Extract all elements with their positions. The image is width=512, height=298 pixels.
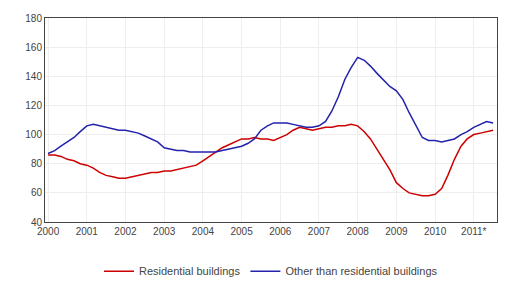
svg-text:2010: 2010 xyxy=(424,226,447,237)
svg-text:2004: 2004 xyxy=(192,226,215,237)
svg-text:40: 40 xyxy=(31,217,43,228)
svg-text:2009: 2009 xyxy=(385,226,408,237)
svg-text:140: 140 xyxy=(25,71,42,82)
svg-text:160: 160 xyxy=(25,42,42,53)
svg-text:2006: 2006 xyxy=(269,226,292,237)
svg-text:2000: 2000 xyxy=(37,226,60,237)
svg-text:2003: 2003 xyxy=(153,226,176,237)
svg-text:180: 180 xyxy=(25,13,42,24)
svg-text:120: 120 xyxy=(25,100,42,111)
svg-text:2002: 2002 xyxy=(114,226,137,237)
svg-text:Residential buildings: Residential buildings xyxy=(139,265,240,277)
svg-text:100: 100 xyxy=(25,129,42,140)
svg-text:Other than residential buildin: Other than residential buildings xyxy=(285,265,437,277)
svg-text:2008: 2008 xyxy=(347,226,370,237)
svg-text:60: 60 xyxy=(31,187,43,198)
svg-text:2001: 2001 xyxy=(76,226,99,237)
svg-text:2011*: 2011* xyxy=(461,226,487,237)
svg-text:2007: 2007 xyxy=(308,226,331,237)
svg-text:2005: 2005 xyxy=(230,226,253,237)
svg-text:80: 80 xyxy=(31,158,43,169)
